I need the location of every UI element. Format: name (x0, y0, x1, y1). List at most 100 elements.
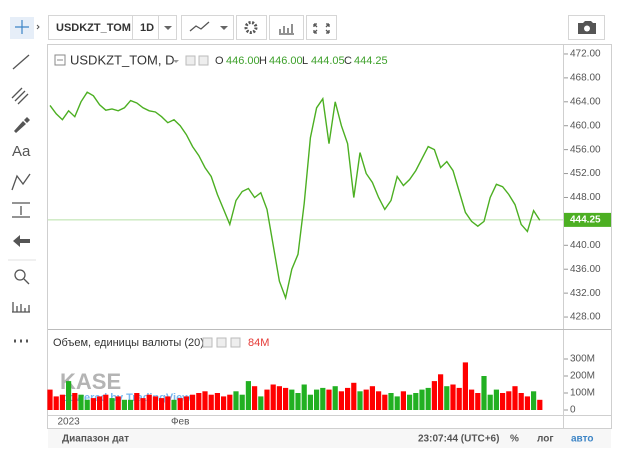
volume-bar (295, 393, 301, 410)
volume-bar (283, 387, 289, 410)
volume-bar (493, 389, 499, 410)
volume-bar (500, 393, 506, 410)
volume-bar (301, 384, 307, 410)
pitchfork-icon[interactable] (11, 87, 29, 105)
volume-bar (289, 389, 295, 410)
volume-bar (214, 393, 220, 410)
indicators-icon[interactable] (279, 24, 294, 35)
fullscreen-icon[interactable] (313, 23, 330, 34)
legend-dropdown[interactable] (173, 60, 179, 63)
volume-bar (97, 396, 103, 410)
volume-bar (121, 399, 127, 410)
fullscreen-box[interactable] (306, 15, 337, 40)
last-price-label: 444.25 (570, 215, 601, 226)
volume-bar (252, 386, 258, 410)
l-label: L (302, 55, 308, 67)
l-value: 444.05 (311, 55, 345, 67)
volume-bar (345, 387, 351, 410)
y-tick-label: 428.00 (570, 312, 601, 323)
volume-bar (103, 394, 109, 410)
settings-box[interactable] (236, 15, 267, 40)
volume-bar (351, 382, 357, 410)
volume-bar (196, 393, 202, 410)
date-range[interactable]: Диапазон дат (62, 434, 129, 445)
volume-bar (487, 394, 493, 410)
y-tick-label: 448.00 (570, 192, 601, 203)
measure-icon[interactable] (12, 202, 30, 218)
volume-bar (332, 386, 338, 410)
line-icon[interactable] (189, 21, 210, 32)
y-tick-label: 460.00 (570, 120, 601, 131)
volume-bar (469, 389, 475, 410)
legend-btn[interactable] (216, 337, 227, 348)
volume-bar (152, 396, 158, 410)
auto-btn[interactable]: авто (571, 434, 593, 445)
volume-bar (177, 398, 183, 410)
volume-bar (140, 398, 146, 410)
volume-bar (245, 381, 251, 410)
log-btn[interactable]: лог (537, 434, 554, 445)
symbol[interactable]: USDKZT_TOM (56, 22, 131, 34)
x-tick-label: Фев (171, 417, 189, 428)
legend-symbol: USDKZT_TOM, D (70, 52, 175, 67)
back-icon[interactable] (13, 235, 30, 247)
volume-bar (90, 398, 96, 410)
volume-bar (512, 386, 518, 410)
trendline-icon[interactable] (12, 54, 30, 70)
volume-bar (146, 394, 152, 410)
zoom-icon[interactable] (14, 269, 26, 281)
volume-bar (456, 387, 462, 410)
symbol-box[interactable] (48, 15, 133, 40)
volume-bar (524, 396, 530, 410)
last-price-badge (564, 212, 611, 227)
c-label: C (344, 55, 352, 67)
dropdown[interactable] (220, 26, 228, 30)
volume-title: Объем, единицы валюты (20) (53, 337, 204, 349)
x-tick-label: 2023 (57, 417, 80, 428)
volume-bar (264, 389, 270, 410)
pattern-icon[interactable] (11, 173, 31, 191)
zoom-handle[interactable] (23, 278, 30, 285)
volume-bar (270, 384, 276, 410)
volume-bar (475, 393, 481, 410)
y-tick-label: 468.00 (570, 73, 601, 84)
volume-bar (481, 376, 487, 410)
brush-icon[interactable] (14, 117, 30, 133)
volume-bar (227, 394, 233, 410)
gear-icon[interactable] (244, 21, 258, 34)
collapse-icon[interactable] (54, 54, 66, 66)
volume-bar (382, 394, 388, 410)
y-tick-label: 432.00 (570, 288, 601, 299)
y-tick-label: 300M (570, 354, 595, 365)
legend-btn[interactable] (202, 337, 213, 348)
volume-bar (190, 394, 196, 410)
bottom-bar (48, 429, 611, 448)
volume-bar (369, 386, 375, 410)
y-tick-label: 464.00 (570, 96, 601, 107)
y-tick-label: 0 (570, 405, 576, 416)
crosshair-icon[interactable] (15, 20, 29, 34)
volume-bar (400, 391, 406, 410)
legend-btn[interactable] (198, 55, 209, 66)
volume-bar (431, 381, 437, 410)
dropdown[interactable] (164, 26, 172, 30)
bars-icon[interactable] (12, 302, 30, 313)
volume-bar (326, 389, 332, 410)
legend-btn[interactable] (230, 337, 241, 348)
chart-frame (47, 44, 612, 429)
text-tool[interactable]: Aa (12, 143, 31, 160)
volume-bar (84, 399, 90, 410)
percent-btn[interactable]: % (510, 434, 519, 445)
volume-bar (183, 396, 189, 410)
volume-bar (59, 394, 65, 410)
y-tick-label: 200M (570, 371, 595, 382)
expand[interactable] (36, 24, 40, 30)
y-tick-label: 452.00 (570, 168, 601, 179)
volume-bar (221, 396, 227, 410)
indicators-box[interactable] (269, 15, 304, 40)
clock: 23:07:44 (UTC+6) (418, 434, 499, 445)
legend-btn[interactable] (185, 55, 196, 66)
interval[interactable]: 1D (140, 22, 154, 34)
volume-bar (376, 391, 382, 410)
volume-bar (518, 393, 524, 410)
